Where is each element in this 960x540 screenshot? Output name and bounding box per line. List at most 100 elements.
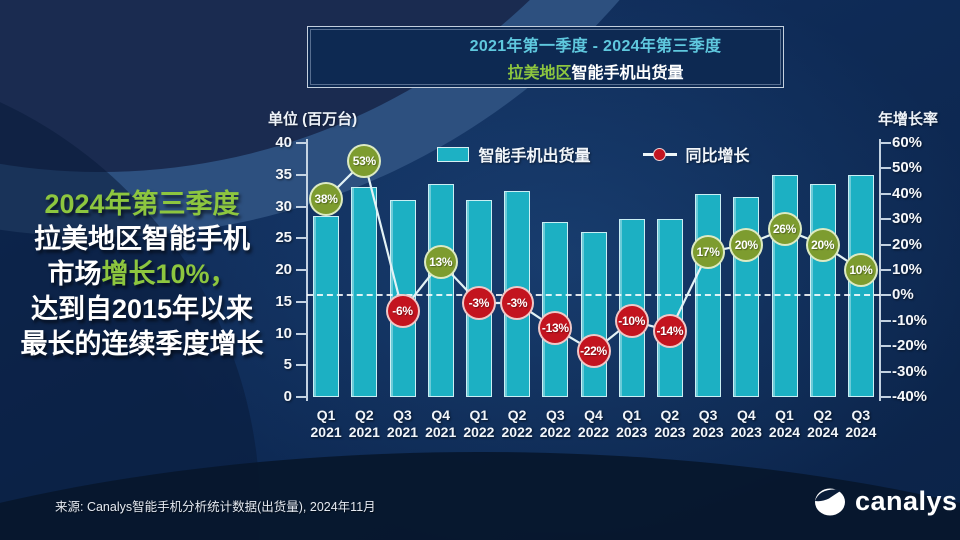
right-axis-tick-label: 0% xyxy=(892,286,914,304)
right-axis-tick xyxy=(881,218,891,221)
right-axis-tick-label: 60% xyxy=(892,134,923,151)
x-axis-label-line: 2023 xyxy=(654,424,686,440)
growth-marker: -3% xyxy=(500,286,535,321)
left-axis-line xyxy=(306,139,308,401)
bar-legend-label: 智能手机出货量 xyxy=(478,148,591,165)
left-axis-tick xyxy=(296,142,306,144)
x-axis-label-line: 2021 xyxy=(386,424,419,440)
left-axis-tick-label: 40 xyxy=(275,134,292,151)
right-axis-tick xyxy=(881,142,891,144)
right-axis-tick-label: 20% xyxy=(892,235,923,253)
x-axis-label-line: 2023 xyxy=(616,424,648,440)
x-axis-label: Q3 2023 xyxy=(685,407,731,441)
x-axis-label: Q3 2021 xyxy=(380,407,426,441)
growth-marker: 10% xyxy=(843,253,878,287)
x-axis-label: Q2 2023 xyxy=(647,407,693,441)
growth-marker: -22% xyxy=(576,334,611,369)
right-axis-tick xyxy=(881,192,891,195)
left-axis-tick-label: 25 xyxy=(275,229,292,247)
growth-marker: 38% xyxy=(309,181,344,216)
shipments-bar xyxy=(351,187,378,397)
shipments-bar xyxy=(656,219,683,397)
x-axis-label-line: Q2 xyxy=(813,407,833,423)
x-axis-label-line: 2022 xyxy=(463,424,495,440)
growth-marker: -10% xyxy=(614,303,649,338)
line-legend-marker xyxy=(642,147,677,161)
chart-title-box: 2021年第一季度 - 2024年第三季度 拉美地区智能手机出货量 xyxy=(307,26,784,88)
right-axis-tick-label: 30% xyxy=(892,210,923,228)
shipments-bar xyxy=(733,196,760,397)
x-axis-label-line: Q1 xyxy=(316,407,336,423)
x-axis-label: Q3 2022 xyxy=(532,407,578,441)
bar-legend-swatch xyxy=(437,146,470,162)
canalys-logo: canalys xyxy=(812,484,958,518)
x-axis-label-line: Q1 xyxy=(622,407,642,423)
x-axis-label-line: 2022 xyxy=(577,424,610,440)
x-axis-label-line: Q4 xyxy=(431,407,451,423)
x-axis-label-line: 2024 xyxy=(807,424,839,440)
x-axis-label: Q1 2024 xyxy=(762,407,808,441)
chart-title-period: 2021年第一季度 - 2024年第三季度 xyxy=(469,37,722,55)
growth-marker: 26% xyxy=(767,212,802,247)
x-axis-label-line: Q2 xyxy=(660,407,680,423)
right-axis-tick xyxy=(881,396,891,398)
growth-marker: 20% xyxy=(805,227,840,262)
x-axis-label-line: 2022 xyxy=(501,424,533,440)
growth-marker: -6% xyxy=(385,293,420,328)
x-axis-label: Q1 2021 xyxy=(303,407,349,441)
x-axis-label-line: 2021 xyxy=(348,424,380,440)
x-axis-label: Q4 2021 xyxy=(418,407,464,441)
growth-marker: -3% xyxy=(461,286,496,321)
x-axis-label-line: 2023 xyxy=(730,424,762,440)
right-axis-tick-label: -30% xyxy=(892,362,928,380)
right-axis-tick xyxy=(881,370,891,373)
x-axis-label-line: Q1 xyxy=(775,407,794,423)
x-axis-label: Q2 2021 xyxy=(341,407,387,441)
headline-line2: 拉美地区智能手机 xyxy=(34,224,250,254)
shipments-bar xyxy=(427,184,454,397)
shipments-bar xyxy=(771,174,798,397)
x-axis-label-line: Q3 xyxy=(545,407,565,423)
left-axis-tick-label: 35 xyxy=(275,165,292,183)
chart-title-subject: 拉美地区智能手机出货量 xyxy=(507,59,683,83)
x-axis-label-line: Q3 xyxy=(393,407,412,423)
canalys-logo-icon xyxy=(815,488,845,516)
right-axis-tick xyxy=(881,269,891,271)
right-axis-title: 年增长率 xyxy=(877,111,938,128)
right-axis-tick-label: -20% xyxy=(892,337,928,355)
left-axis-title: 单位 (百万台) xyxy=(268,111,358,128)
right-axis-tick xyxy=(881,167,891,170)
x-axis-label-line: 2024 xyxy=(845,424,877,440)
source-note: 来源: Canalys智能手机分析统计数据(出货量), 2024年11月 xyxy=(55,500,376,514)
x-axis-label: Q2 2022 xyxy=(494,407,540,441)
left-axis-tick xyxy=(296,396,306,398)
growth-marker: 20% xyxy=(729,227,764,262)
x-axis-label: Q2 2024 xyxy=(800,407,846,441)
right-axis-tick xyxy=(881,345,891,348)
x-axis-label-line: 2022 xyxy=(539,424,571,440)
left-axis-tick xyxy=(296,332,306,335)
legend-item-growth: 同比增长 xyxy=(642,142,750,166)
left-axis-tick xyxy=(296,300,306,303)
right-axis-tick xyxy=(881,243,891,246)
chart-title-region: 拉美地区 xyxy=(507,64,572,82)
left-axis-tick xyxy=(296,205,306,208)
headline-line1: 2024年第三季度 xyxy=(44,189,240,219)
left-axis-tick-label: 10 xyxy=(275,324,292,342)
chart-title-metric: 智能手机出货量 xyxy=(571,64,684,82)
line-legend-dot-icon xyxy=(652,147,666,161)
headline-line3-green: 增长10%， xyxy=(101,259,237,289)
x-axis-label-line: 2024 xyxy=(768,424,801,440)
x-axis-label-line: Q4 xyxy=(584,407,603,423)
shipments-bar xyxy=(809,184,836,397)
chart-legend: 智能手机出货量 同比增长 xyxy=(307,142,880,166)
growth-marker: -14% xyxy=(652,313,687,348)
x-axis-label-line: 2023 xyxy=(692,424,724,440)
headline: 2024年第三季度 拉美地区智能手机 市场增长10%， 达到自2015年以来 最… xyxy=(6,187,278,362)
x-axis-label-line: Q4 xyxy=(736,407,756,423)
growth-marker: 13% xyxy=(423,245,458,280)
x-axis-label-line: Q3 xyxy=(851,407,871,423)
canalys-logo-text: canalys xyxy=(855,485,958,516)
headline-line3: 市场增长10%， xyxy=(6,257,278,292)
